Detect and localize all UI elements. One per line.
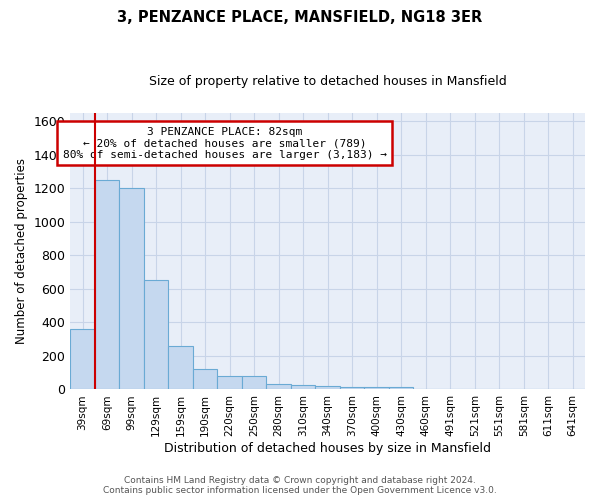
Text: 3 PENZANCE PLACE: 82sqm
← 20% of detached houses are smaller (789)
80% of semi-d: 3 PENZANCE PLACE: 82sqm ← 20% of detache…	[63, 126, 387, 160]
Bar	[316, 386, 340, 390]
Bar	[266, 384, 291, 390]
Bar	[413, 388, 438, 390]
Bar	[438, 388, 463, 390]
Bar	[217, 376, 242, 390]
Bar	[70, 329, 95, 390]
Title: Size of property relative to detached houses in Mansfield: Size of property relative to detached ho…	[149, 75, 506, 88]
Bar	[340, 387, 364, 390]
Bar	[119, 188, 144, 390]
Bar	[291, 386, 316, 390]
Text: 3, PENZANCE PLACE, MANSFIELD, NG18 3ER: 3, PENZANCE PLACE, MANSFIELD, NG18 3ER	[118, 10, 482, 25]
Bar	[242, 376, 266, 390]
Bar	[193, 370, 217, 390]
X-axis label: Distribution of detached houses by size in Mansfield: Distribution of detached houses by size …	[164, 442, 491, 455]
Text: Contains HM Land Registry data © Crown copyright and database right 2024.
Contai: Contains HM Land Registry data © Crown c…	[103, 476, 497, 495]
Bar	[364, 387, 389, 390]
Bar	[389, 387, 413, 390]
Y-axis label: Number of detached properties: Number of detached properties	[15, 158, 28, 344]
Bar	[144, 280, 169, 390]
Bar	[95, 180, 119, 390]
Bar	[169, 346, 193, 390]
